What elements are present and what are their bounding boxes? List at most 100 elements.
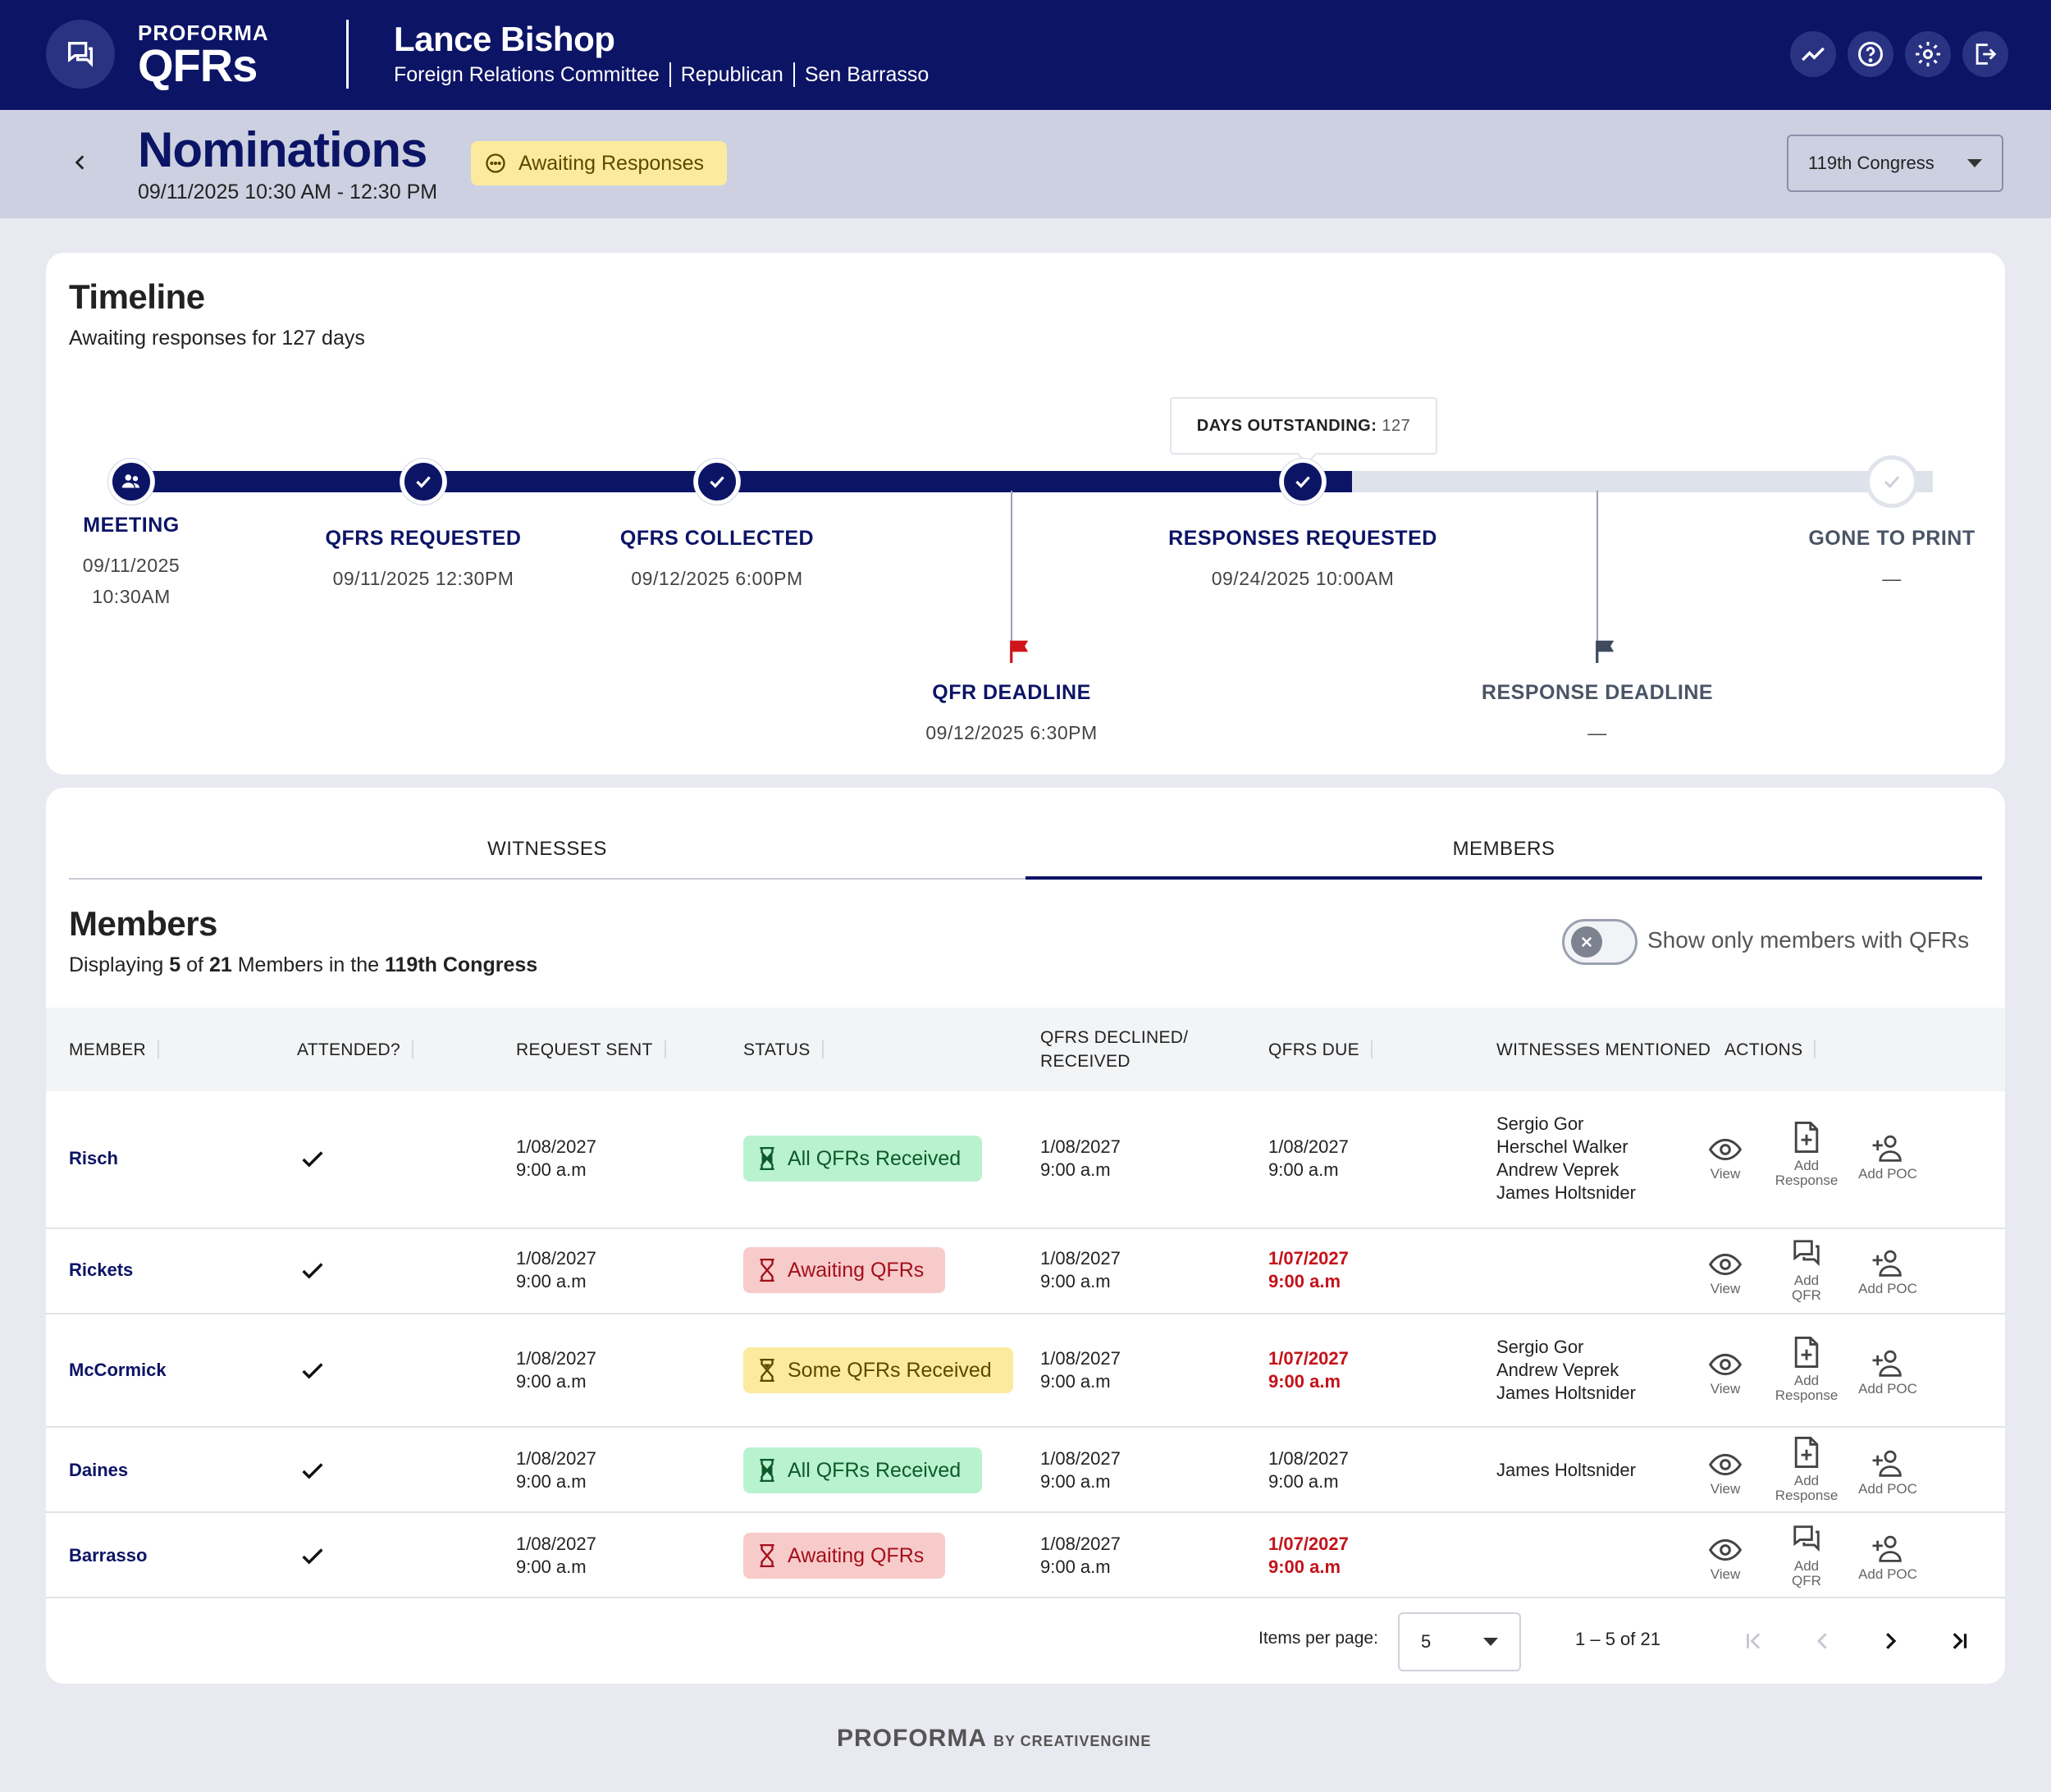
timeline-node-responses-requested — [1280, 459, 1326, 505]
request-sent-time: 9:00 a.m — [516, 1159, 587, 1180]
back-icon[interactable] — [66, 148, 95, 177]
received-date: 1/08/2027 — [1040, 1448, 1121, 1469]
deadline-label: QFR DEADLINE — [932, 681, 1091, 704]
col-qfrs-received[interactable]: QFRS DECLINED/RECEIVED — [1040, 1008, 1188, 1091]
col-witnesses[interactable]: WITNESSES MENTIONED — [1496, 1008, 1711, 1091]
chat-icon[interactable] — [46, 20, 115, 89]
chevron-down-icon — [1967, 159, 1982, 167]
timeline-date: — — [1882, 568, 1902, 589]
view-button[interactable]: View — [1688, 1442, 1762, 1497]
received-date: 1/08/2027 — [1040, 1348, 1121, 1369]
col-status[interactable]: STATUS — [743, 1008, 824, 1091]
member-name[interactable]: Risch — [69, 1148, 118, 1168]
add-poc-button[interactable]: Add POC — [1851, 1342, 1925, 1397]
add-poc-button[interactable]: Add POC — [1851, 1528, 1925, 1582]
col-attended[interactable]: ATTENDED? — [297, 1008, 413, 1091]
add-poc-button[interactable]: Add POC — [1851, 1242, 1925, 1296]
file-add-icon — [1770, 1119, 1843, 1154]
person-add-icon — [1851, 1242, 1925, 1277]
witness-name: James Holtsnider — [1496, 1383, 1636, 1403]
member-name[interactable]: Daines — [69, 1460, 129, 1480]
qfrs-received: 1/08/2027 9:00 a.m — [1040, 1136, 1121, 1182]
status-badge: All QFRs Received — [743, 1136, 983, 1182]
add-poc-button[interactable]: Add POC — [1851, 1127, 1925, 1182]
view-button[interactable]: View — [1688, 1342, 1762, 1397]
items-per-page-label: Items per page: — [1258, 1629, 1378, 1648]
col-actions: ACTIONS — [1724, 1008, 1816, 1091]
request-sent-time: 9:00 a.m — [516, 1371, 587, 1392]
page-range: 1 – 5 of 21 — [1575, 1629, 1660, 1649]
deadline-date: — — [1587, 722, 1607, 743]
add-response-button[interactable]: Add Response — [1770, 1434, 1843, 1503]
check-icon — [302, 1263, 323, 1279]
view-button[interactable]: View — [1688, 1127, 1762, 1182]
timeline-title: Timeline — [69, 277, 205, 316]
members-title: Members — [69, 904, 217, 943]
first-page-icon[interactable] — [1734, 1621, 1774, 1661]
due-date: 1/07/2027 — [1268, 1534, 1349, 1554]
last-page-icon[interactable] — [1939, 1621, 1979, 1661]
help-icon[interactable] — [1848, 31, 1893, 77]
close-icon — [1571, 926, 1602, 958]
col-label: QFRS DECLINED/RECEIVED — [1040, 1026, 1188, 1073]
col-label: ATTENDED? — [297, 1040, 400, 1059]
witness-name: Sergio Gor — [1496, 1113, 1584, 1134]
timeline-label: GONE TO PRINT — [1808, 527, 1976, 550]
timeline-node-meeting — [108, 459, 154, 505]
due-date: 1/08/2027 — [1268, 1448, 1349, 1469]
col-request-sent[interactable]: REQUEST SENT — [516, 1008, 666, 1091]
next-page-icon[interactable] — [1871, 1621, 1910, 1661]
timeline-node-qfrs-collected — [694, 459, 740, 505]
trending-icon[interactable] — [1790, 31, 1836, 77]
person-add-icon — [1851, 1528, 1925, 1562]
request-sent-time: 9:00 a.m — [516, 1557, 587, 1577]
chevron-down-icon — [1483, 1638, 1498, 1646]
view-button[interactable]: View — [1688, 1528, 1762, 1582]
prev-page-icon[interactable] — [1803, 1621, 1843, 1661]
members-count: Displaying 5 of 21 Members in the 119th … — [69, 953, 537, 977]
items-per-page-select[interactable]: 5 — [1398, 1612, 1521, 1671]
check-icon — [302, 1548, 323, 1565]
settings-icon[interactable] — [1905, 31, 1951, 77]
add-response-button[interactable]: Add Response — [1770, 1334, 1843, 1403]
qfrs-received: 1/08/2027 9:00 a.m — [1040, 1447, 1121, 1493]
congress-select[interactable]: 119th Congress — [1787, 135, 2003, 192]
request-sent-date: 1/08/2027 — [516, 1136, 596, 1157]
action-label: Add POC — [1858, 1281, 1917, 1296]
tab-bar: WITNESSES MEMBERS — [69, 821, 1982, 880]
qfrs-received: 1/08/2027 9:00 a.m — [1040, 1533, 1121, 1579]
check-icon — [302, 1151, 323, 1168]
received-time: 9:00 a.m — [1040, 1159, 1111, 1180]
qfr-filter-toggle[interactable] — [1562, 919, 1638, 965]
witness-name: James Holtsnider — [1496, 1460, 1636, 1480]
view-button[interactable]: View — [1688, 1242, 1762, 1296]
member-name[interactable]: Rickets — [69, 1259, 134, 1280]
logout-icon[interactable] — [1962, 31, 2008, 77]
timeline-date: 09/11/2025 12:30PM — [332, 568, 514, 589]
user-name: Lance Bishop — [394, 20, 615, 58]
file-add-icon — [1770, 1334, 1843, 1369]
col-divider — [1814, 1040, 1816, 1058]
request-sent: 1/08/2027 9:00 a.m — [516, 1136, 596, 1182]
col-qfrs-due[interactable]: QFRS DUE — [1268, 1008, 1373, 1091]
request-sent-date: 1/08/2027 — [516, 1248, 596, 1269]
action-label: QFR — [1792, 1287, 1821, 1303]
add-qfr-button[interactable]: Add QFR — [1770, 1520, 1843, 1589]
col-label: REQUEST SENT — [516, 1040, 653, 1059]
member-name[interactable]: Barrasso — [69, 1545, 148, 1566]
eye-icon — [1688, 1127, 1762, 1162]
table-row: Barrasso 1/08/2027 9:00 a.m Awaiting QFRs… — [46, 1511, 2005, 1598]
tab-witnesses[interactable]: WITNESSES — [487, 838, 607, 860]
add-response-button[interactable]: Add Response — [1770, 1119, 1843, 1188]
qfrs-due-overdue: 1/07/2027 9:00 a.m — [1268, 1533, 1349, 1579]
people-icon — [121, 474, 139, 488]
qfrs-due-overdue: 1/07/2027 9:00 a.m — [1268, 1347, 1349, 1393]
col-member[interactable]: MEMBER — [69, 1008, 159, 1091]
action-label: Add — [1793, 1473, 1820, 1488]
add-qfr-button[interactable]: Add QFR — [1770, 1234, 1843, 1303]
add-poc-button[interactable]: Add POC — [1851, 1442, 1925, 1497]
tab-members[interactable]: MEMBERS — [1026, 821, 1982, 880]
member-name[interactable]: McCormick — [69, 1360, 167, 1380]
logo-main: QFRs — [138, 39, 258, 91]
status-label: All QFRs Received — [788, 1146, 962, 1170]
